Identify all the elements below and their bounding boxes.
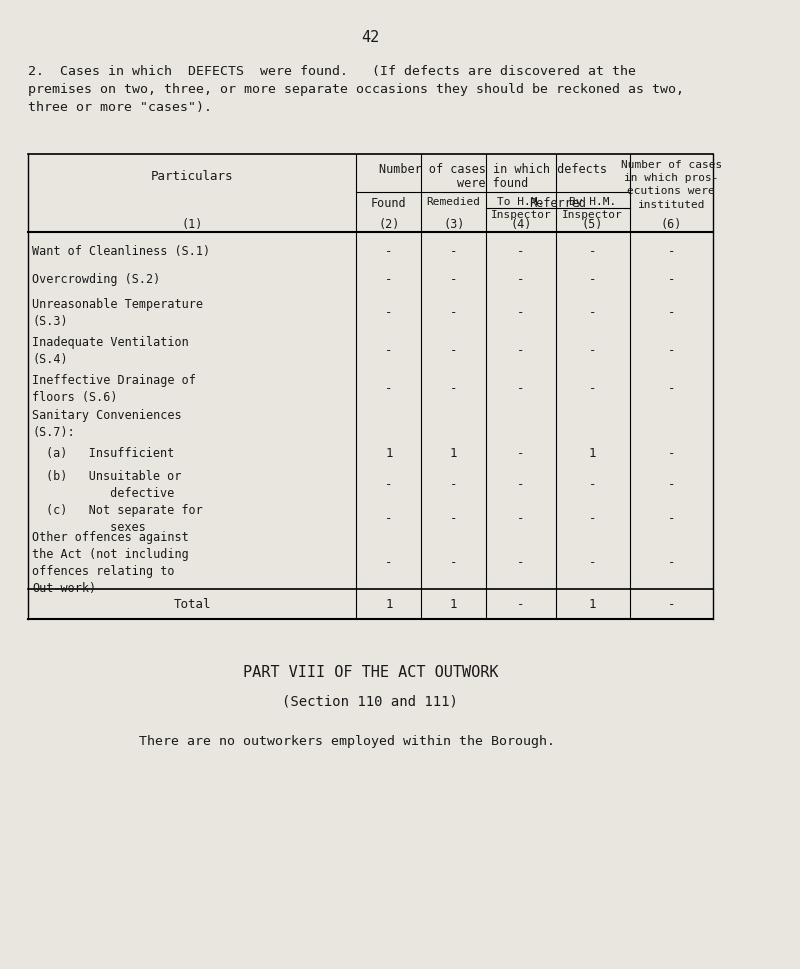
Text: -: - (667, 512, 675, 525)
Text: -: - (517, 382, 525, 395)
Text: 1: 1 (450, 598, 458, 610)
Text: -: - (589, 478, 596, 491)
Text: -: - (517, 556, 525, 569)
Text: -: - (385, 512, 393, 525)
Text: -: - (517, 306, 525, 319)
Text: -: - (450, 344, 458, 358)
Text: -: - (517, 598, 525, 610)
Text: There are no outworkers employed within the Borough.: There are no outworkers employed within … (139, 735, 555, 747)
Text: -: - (667, 382, 675, 395)
Text: By H.M.
Inspector: By H.M. Inspector (562, 197, 623, 220)
Text: -: - (667, 344, 675, 358)
Text: 2.  Cases in which  DEFECTS  were found.   (If defects are discovered at the
pre: 2. Cases in which DEFECTS were found. (I… (28, 65, 684, 114)
Text: Found: Found (371, 197, 406, 209)
Text: -: - (667, 478, 675, 491)
Text: (5): (5) (582, 218, 603, 231)
Text: -: - (450, 382, 458, 395)
Text: -: - (667, 598, 675, 610)
Text: -: - (589, 512, 596, 525)
Text: (Section 110 and 111): (Section 110 and 111) (282, 694, 458, 708)
Text: -: - (589, 344, 596, 358)
Text: To H.M.
Inspector: To H.M. Inspector (490, 197, 551, 220)
Text: -: - (667, 273, 675, 286)
Text: 1: 1 (385, 447, 393, 460)
Text: -: - (667, 245, 675, 258)
Text: -: - (517, 478, 525, 491)
Text: Sanitary Conveniences
(S.7):: Sanitary Conveniences (S.7): (33, 409, 182, 439)
Text: (1): (1) (182, 218, 203, 231)
Text: -: - (385, 556, 393, 569)
Text: -: - (450, 273, 458, 286)
Text: -: - (450, 245, 458, 258)
Text: (c)   Not separate for
         sexes: (c) Not separate for sexes (46, 504, 203, 534)
Text: -: - (385, 245, 393, 258)
Text: -: - (450, 556, 458, 569)
Text: (b)   Unsuitable or
         defective: (b) Unsuitable or defective (46, 470, 182, 499)
Text: Remedied: Remedied (426, 197, 481, 206)
Text: Other offences against
the Act (not including
offences relating to
Out-work): Other offences against the Act (not incl… (33, 530, 189, 594)
Text: (a)   Insufficient: (a) Insufficient (46, 447, 174, 460)
Text: Total: Total (174, 598, 211, 610)
Text: Number of cases
in which pros-
ecutions were
instituted: Number of cases in which pros- ecutions … (621, 160, 722, 209)
Text: (6): (6) (661, 218, 682, 231)
Text: -: - (589, 273, 596, 286)
Text: -: - (589, 245, 596, 258)
Text: -: - (385, 273, 393, 286)
Text: 1: 1 (385, 598, 393, 610)
Text: -: - (450, 478, 458, 491)
Text: -: - (517, 245, 525, 258)
Text: Unreasonable Temperature
(S.3): Unreasonable Temperature (S.3) (33, 297, 203, 328)
Text: (2): (2) (378, 218, 399, 231)
Text: Ineffective Drainage of
floors (S.6): Ineffective Drainage of floors (S.6) (33, 374, 196, 403)
Text: Overcrowding (S.2): Overcrowding (S.2) (33, 273, 161, 286)
Text: -: - (589, 306, 596, 319)
Text: were found: were found (458, 176, 529, 190)
Text: -: - (517, 273, 525, 286)
Text: 42: 42 (362, 30, 379, 45)
Text: (3): (3) (443, 218, 464, 231)
Text: (4): (4) (510, 218, 531, 231)
Text: -: - (450, 306, 458, 319)
Text: -: - (517, 344, 525, 358)
Text: Referred: Referred (530, 197, 586, 209)
Text: Inadequate Ventilation
(S.4): Inadequate Ventilation (S.4) (33, 335, 189, 365)
Text: -: - (385, 306, 393, 319)
Text: 1: 1 (589, 447, 596, 460)
Text: 1: 1 (450, 447, 458, 460)
Text: -: - (517, 447, 525, 460)
Text: -: - (667, 556, 675, 569)
Text: -: - (667, 447, 675, 460)
Text: -: - (385, 382, 393, 395)
Text: Want of Cleanliness (S.1): Want of Cleanliness (S.1) (33, 245, 210, 258)
Text: -: - (667, 306, 675, 319)
Text: -: - (385, 478, 393, 491)
Text: Number of cases in which defects: Number of cases in which defects (379, 163, 607, 175)
Text: -: - (450, 512, 458, 525)
Text: 1: 1 (589, 598, 596, 610)
Text: Particulars: Particulars (151, 170, 234, 183)
Text: PART VIII OF THE ACT OUTWORK: PART VIII OF THE ACT OUTWORK (242, 665, 498, 679)
Text: -: - (517, 512, 525, 525)
Text: -: - (589, 556, 596, 569)
Text: -: - (385, 344, 393, 358)
Text: -: - (589, 382, 596, 395)
